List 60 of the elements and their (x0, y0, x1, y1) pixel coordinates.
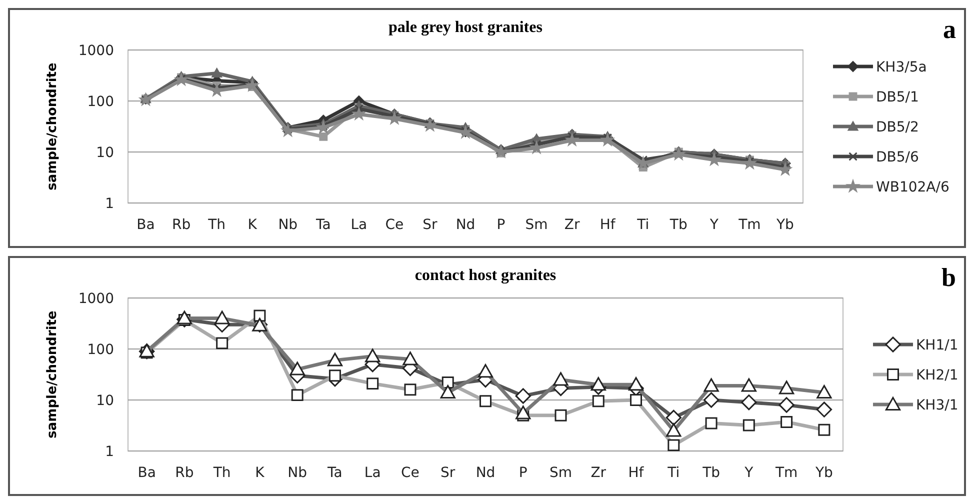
y-tick-label: 1 (105, 196, 114, 212)
x-tick-label: Ce (385, 217, 404, 233)
legend-label: KH3/1 (916, 397, 958, 414)
legend-label: DB5/6 (876, 149, 920, 166)
x-tick-label: Th (207, 217, 226, 233)
x-tick-label: Ba (136, 217, 155, 233)
x-tick-label: Y (744, 465, 754, 481)
x-tick-label: Tb (668, 217, 688, 233)
y-axis-title: sample/chondrite (45, 310, 60, 438)
y-tick-label: 1 (105, 444, 114, 460)
x-tick-label: Ti (636, 217, 650, 233)
x-tick-label: Ce (401, 465, 420, 481)
legend-label: KH3/5a (876, 59, 927, 76)
legend-label: WB102A/6 (876, 179, 950, 196)
y-axis-title: sample/chondrite (45, 62, 60, 190)
x-tick-label: Sm (550, 465, 572, 481)
x-tick-label: Rb (175, 465, 194, 481)
x-tick-label: Sm (525, 217, 548, 233)
x-tick-label: La (364, 465, 381, 481)
y-tick-label: 10 (96, 144, 114, 161)
y-tick-label: 1000 (78, 290, 114, 307)
legend-label: DB5/2 (876, 119, 919, 136)
text: a (943, 15, 956, 44)
legend-label: DB5/1 (876, 89, 919, 106)
x-tick-label: Ta (326, 465, 342, 481)
chart-title: pale grey host granites (388, 19, 542, 36)
x-tick-label: Th (212, 465, 231, 481)
x-tick-label: K (248, 217, 258, 233)
x-tick-label: Zr (564, 217, 580, 233)
x-tick-label: P (496, 217, 506, 233)
x-tick-label: Y (708, 217, 719, 233)
x-tick-label: Tm (738, 217, 761, 233)
x-tick-label: Hf (628, 465, 645, 481)
text: b (942, 263, 956, 292)
x-tick-label: Nb (278, 217, 298, 233)
x-tick-label: Yb (776, 217, 794, 233)
x-tick-label: Ba (138, 465, 156, 481)
x-tick-label: Ta (314, 217, 331, 233)
x-tick-label: Tm (774, 465, 798, 481)
x-tick-label: Tb (702, 465, 720, 481)
x-tick-label: Sr (422, 217, 438, 233)
legend-label: KH2/1 (916, 367, 958, 384)
x-tick-label: La (350, 217, 368, 233)
x-tick-label: Sr (440, 465, 456, 481)
x-tick-label: Nd (476, 465, 496, 481)
x-tick-label: Ti (666, 465, 680, 481)
y-tick-label: 100 (87, 94, 114, 110)
x-tick-label: Yb (814, 465, 834, 481)
x-tick-label: Hf (600, 217, 616, 233)
y-tick-label: 10 (96, 392, 114, 409)
x-tick-label: Zr (590, 465, 606, 481)
y-tick-label: 1000 (78, 42, 114, 59)
legend-label: KH1/1 (916, 337, 958, 354)
y-tick-label: 100 (87, 342, 114, 358)
x-tick-label: Nb (288, 465, 308, 481)
x-tick-label: Rb (172, 217, 191, 233)
x-tick-label: P (518, 465, 528, 481)
x-tick-label: Nd (456, 217, 476, 233)
x-tick-label: K (255, 465, 266, 481)
chart-title: contact host granites (414, 267, 556, 284)
